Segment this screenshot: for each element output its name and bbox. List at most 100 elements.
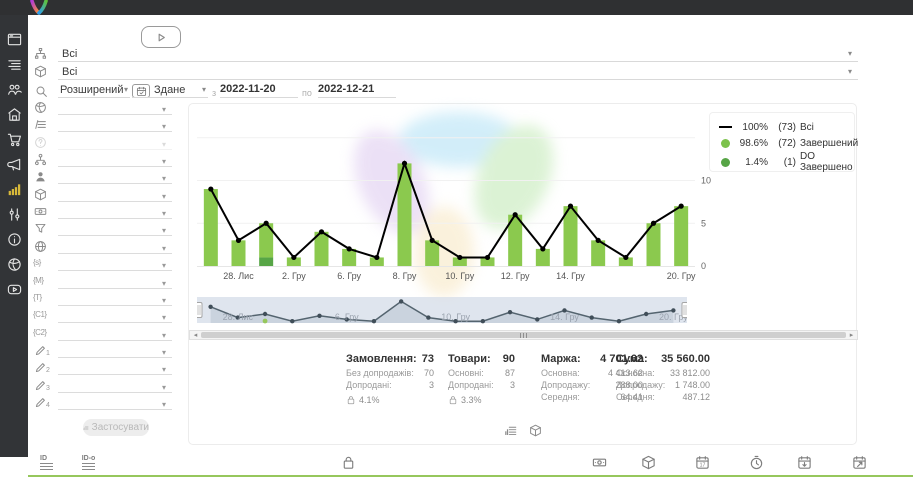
header-select-value: Всі	[62, 66, 78, 78]
stat-title-value: 90	[502, 353, 515, 365]
sidebar-item-marketing[interactable]	[0, 152, 28, 176]
apply-filters-button[interactable]: Застосувати	[83, 419, 149, 436]
table-header-col-sum[interactable]	[573, 450, 626, 477]
left-filter-select-14[interactable]	[58, 340, 172, 341]
line-point[interactable]	[595, 237, 601, 243]
sidebar-item-worldwide[interactable]	[0, 252, 28, 276]
sidebar-item-customers[interactable]	[0, 77, 28, 101]
header-select-2[interactable]: Всі ▾	[58, 64, 858, 80]
legend-item-2[interactable]: 98.6% (72) Завершений	[716, 135, 858, 151]
bag-icon	[341, 455, 356, 470]
sidebar-item-settings[interactable]	[0, 202, 28, 226]
table-header-col-date-out[interactable]	[829, 450, 889, 477]
left-filter-select-1[interactable]	[58, 114, 172, 115]
bars-completed[interactable]	[203, 163, 689, 266]
legend-label: Завершений	[800, 137, 859, 149]
table-header-col-date-in[interactable]	[779, 450, 829, 477]
video-help-button[interactable]	[141, 26, 181, 48]
sidebar-item-analytics[interactable]	[0, 177, 28, 201]
line-point[interactable]	[235, 237, 242, 243]
stat-sub-value: 3	[509, 380, 515, 390]
line-point[interactable]	[540, 246, 546, 252]
header-select-1[interactable]: Всі ▾	[58, 46, 858, 62]
left-filter-select-15[interactable]	[58, 357, 172, 358]
left-filter-select-11[interactable]	[58, 288, 172, 289]
left-filter-select-2[interactable]	[58, 131, 172, 132]
line-point[interactable]	[318, 229, 325, 235]
table-header-col-name[interactable]	[112, 450, 338, 477]
sidebar-item-video[interactable]	[0, 277, 28, 301]
left-filter-select-8[interactable]	[58, 235, 172, 236]
report-list-toggle[interactable]	[504, 424, 517, 437]
sidebar-item-info[interactable]	[0, 227, 28, 251]
sidebar-item-purchases[interactable]	[0, 127, 28, 151]
legend-item-3[interactable]: 1.4% (1) DO Завершено	[716, 151, 853, 173]
date-type-select[interactable]: Здане ▾	[132, 82, 208, 98]
line-point[interactable]	[291, 254, 297, 261]
left-filter-select-9[interactable]	[58, 253, 172, 254]
bar-completed	[203, 189, 218, 266]
left-filter-select-3[interactable]	[58, 149, 172, 150]
date-to-field[interactable]	[318, 82, 396, 98]
table-header-col-products[interactable]	[338, 450, 573, 477]
chart-navigator[interactable]: 28. Лис 6. Гру 10. Гру 14. Гру 20. Гру	[197, 294, 687, 330]
table-header-col-time[interactable]	[734, 450, 779, 477]
search-mode-select[interactable]: Розширений ▾	[58, 82, 130, 98]
date-from-field[interactable]	[220, 82, 298, 98]
table-header-col-extra[interactable]	[889, 450, 913, 477]
products-toggle[interactable]	[529, 424, 542, 437]
brand-logo-icon[interactable]	[27, 0, 51, 15]
line-point[interactable]	[567, 203, 574, 209]
left-filter-select-16[interactable]	[58, 374, 172, 375]
line-point[interactable]	[457, 254, 463, 261]
sliders-icon	[7, 207, 22, 222]
line-point[interactable]	[401, 160, 408, 166]
stat-title-label: Маржа:	[541, 353, 581, 365]
line-point[interactable]	[374, 254, 380, 261]
navigator-left-handle[interactable]	[197, 302, 203, 318]
legend-item-1[interactable]: 100% (73) Всі	[716, 119, 848, 135]
left-filter-select-18[interactable]	[58, 409, 172, 410]
calendar-in-icon	[797, 455, 812, 470]
line-all-orders[interactable]	[209, 160, 682, 259]
date-to-input[interactable]	[318, 83, 396, 95]
sidebar-item-dashboard[interactable]	[0, 27, 28, 51]
left-filter-select-6[interactable]	[58, 201, 172, 202]
help-icon	[34, 136, 47, 149]
table-header-col-items[interactable]	[626, 450, 670, 477]
legend-count: (73)	[778, 121, 796, 133]
left-filter-select-17[interactable]	[58, 392, 172, 393]
date-from-input[interactable]	[220, 83, 298, 95]
scroll-left-arrow-icon[interactable]: ◂	[193, 332, 198, 339]
table-header-col-date-created[interactable]	[670, 450, 734, 477]
line-point[interactable]	[208, 186, 214, 192]
stat-title-value: 35 560.00	[661, 353, 710, 365]
scrollbar-thumb[interactable]	[201, 332, 846, 338]
left-filter-select-7[interactable]	[58, 218, 172, 219]
left-filter-select-4[interactable]	[58, 166, 172, 167]
sidebar-item-orders[interactable]	[0, 52, 28, 76]
left-filter-select-10[interactable]	[58, 270, 172, 271]
left-filter-select-12[interactable]	[58, 305, 172, 306]
scroll-right-arrow-icon[interactable]: ▸	[849, 332, 854, 339]
table-header-col-id-o[interactable]: ID-o	[65, 450, 112, 477]
line-point[interactable]	[512, 212, 518, 218]
chevron-down-icon: ▾	[162, 331, 167, 340]
line-point[interactable]	[678, 203, 684, 209]
navigator-right-handle[interactable]	[681, 302, 687, 318]
line-point[interactable]	[263, 220, 269, 226]
line-point[interactable]	[484, 254, 491, 261]
orders-chart[interactable]: 0 5 10 28. Лис 2. Гру 6. Гру 8. Гру 10. Гру 12. …	[189, 104, 739, 286]
legend-label: Всі	[800, 121, 814, 133]
left-filter-select-5[interactable]	[58, 183, 172, 184]
line-point[interactable]	[623, 254, 629, 261]
chart-scrollbar[interactable]: ◂ ▸	[189, 330, 858, 340]
layers-icon	[34, 118, 47, 131]
sidebar-item-store[interactable]	[0, 102, 28, 126]
left-filter-select-13[interactable]	[58, 322, 172, 323]
bar-completed	[646, 223, 661, 266]
table-header-col-id[interactable]: ID	[28, 450, 65, 477]
line-point[interactable]	[429, 237, 435, 243]
line-point[interactable]	[346, 246, 352, 252]
line-point[interactable]	[650, 220, 657, 226]
